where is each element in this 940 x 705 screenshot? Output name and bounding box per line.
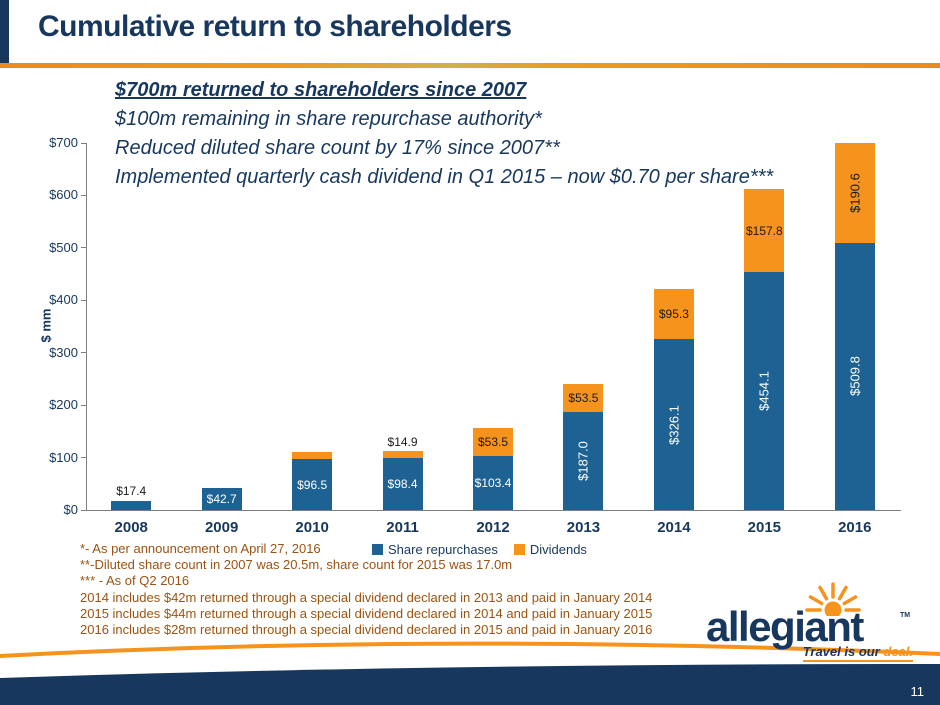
y-axis-tick (81, 509, 86, 511)
bar-segment-share-repurchases (382, 458, 423, 510)
bullet-list: $700m returned to shareholders since 200… (115, 76, 773, 192)
bar-segment-share-repurchases (653, 339, 694, 510)
y-axis-tick (81, 352, 86, 354)
bar-label-share-repurchases: $187.0 (575, 441, 591, 481)
footnote-line: **-Diluted share count in 2007 was 20.5m… (80, 557, 513, 573)
x-axis-label: 2010 (295, 519, 329, 536)
legend-swatch-orange-icon (513, 544, 525, 555)
y-axis-tick-label: $500 (49, 239, 78, 255)
header-divider (0, 63, 940, 68)
chart-legend: Share repurchases Dividends (372, 542, 587, 557)
bar-segment-dividends (473, 427, 513, 456)
legend-label: Dividends (529, 542, 587, 557)
footer-swoosh (0, 610, 940, 705)
bar-segment-share-repurchases (111, 500, 152, 510)
y-axis-tick-label: $300 (49, 344, 78, 360)
bar-label-dividends: $14.9 (387, 434, 418, 449)
page-number: 11 (910, 684, 925, 699)
footnote-line: *** - As of Q2 2016 (80, 573, 190, 589)
y-axis-tick-label: $600 (49, 187, 78, 203)
legend-item-dividends: Dividends (513, 542, 587, 557)
bar-label-share-repurchases: $42.7 (206, 491, 237, 506)
logo-wordmark: allegiant (706, 603, 864, 650)
x-axis-label: 2012 (476, 519, 510, 536)
footnote-line: *- As per announcement on April 27, 2016 (80, 541, 321, 556)
y-axis-tick (81, 194, 86, 196)
y-axis-tick-label: $0 (63, 502, 78, 517)
y-axis-tick (81, 404, 86, 406)
logo-tagline: Travel is our deal. (802, 644, 913, 662)
slide-title: Cumulative return to shareholders (38, 10, 512, 43)
bar-segment-dividends (563, 383, 604, 412)
x-axis-label: 2009 (204, 519, 239, 536)
logo-tagline-accent: deal. (883, 644, 913, 659)
bullet-item: $100m remaining in share repurchase auth… (115, 108, 542, 130)
bullet-headline: $700m returned to shareholders since 200… (115, 79, 527, 101)
logo-trademark: TM (900, 612, 911, 619)
bar-label-dividends: $190.6 (847, 172, 863, 213)
bar-segment-share-repurchases (563, 411, 604, 510)
x-axis-label: 2014 (657, 519, 691, 536)
bar-segment-dividends (744, 189, 785, 272)
bullet-item: Implemented quarterly cash dividend in Q… (115, 166, 774, 188)
bar-label-share-repurchases: $17.4 (116, 483, 147, 498)
bar-label-share-repurchases: $454.1 (756, 371, 772, 411)
x-axis-label: 2011 (386, 519, 419, 536)
sunburst-icon (805, 582, 861, 616)
logo-tagline-text: Travel is our (802, 644, 884, 659)
bar-label-dividends: $95.3 (658, 307, 689, 322)
y-axis-tick-label: $200 (49, 397, 78, 413)
bar-segment-share-repurchases (292, 459, 333, 510)
bar-label-dividends: $53.5 (568, 390, 599, 405)
bar-segment-dividends (292, 451, 333, 460)
bar-segment-share-repurchases (744, 271, 785, 510)
x-axis-label: 2013 (566, 519, 601, 536)
bar-label-share-repurchases: $98.4 (387, 477, 418, 492)
x-axis-label: 2016 (838, 519, 872, 536)
bar-segment-share-repurchases (834, 242, 875, 510)
bar-label-dividends: $53.5 (477, 434, 509, 449)
bar-segment-share-repurchases (201, 487, 242, 510)
bar-label-share-repurchases: $103.4 (474, 475, 512, 490)
y-axis-tick-label: $700 (49, 135, 78, 150)
bar-label-dividends: $157.8 (745, 223, 783, 238)
y-axis-tick-label: $100 (49, 449, 78, 465)
bar-segment-dividends (382, 450, 423, 459)
bar-segment-share-repurchases (473, 455, 513, 510)
y-axis-tick (81, 247, 86, 249)
bullet-item: Reduced diluted share count by 17% since… (115, 137, 560, 159)
footnotes: *- As per announcement on April 27, 2016… (80, 541, 652, 638)
legend-swatch-blue-icon (372, 544, 383, 555)
y-axis-tick-label: $400 (49, 292, 78, 308)
allegiant-logo: allegiant TM Travel is our deal. (700, 580, 915, 675)
bar-label-share-repurchases: $509.8 (847, 356, 863, 397)
bar-segment-dividends (834, 142, 875, 243)
x-axis-label: 2015 (747, 519, 782, 536)
bar-label-share-repurchases: $96.5 (297, 477, 328, 492)
x-axis-label: 2008 (114, 519, 148, 536)
bar-label-share-repurchases: $326.1 (666, 404, 682, 445)
footnote-line: 2016 includes $28m returned through a sp… (80, 622, 653, 638)
bar-segment-dividends (653, 289, 694, 340)
y-axis-tick (81, 299, 86, 301)
legend-label: Share repurchases (388, 542, 498, 557)
plot-area (86, 143, 901, 511)
header-accent-strip (0, 0, 9, 63)
legend-item-share-repurchases: Share repurchases (372, 542, 498, 557)
y-axis-tick (81, 142, 86, 144)
footnote-line: 2015 includes $44m returned through a sp… (80, 605, 653, 621)
y-axis-tick (81, 457, 86, 459)
footnote-line: 2014 includes $42m returned through a sp… (80, 589, 653, 605)
